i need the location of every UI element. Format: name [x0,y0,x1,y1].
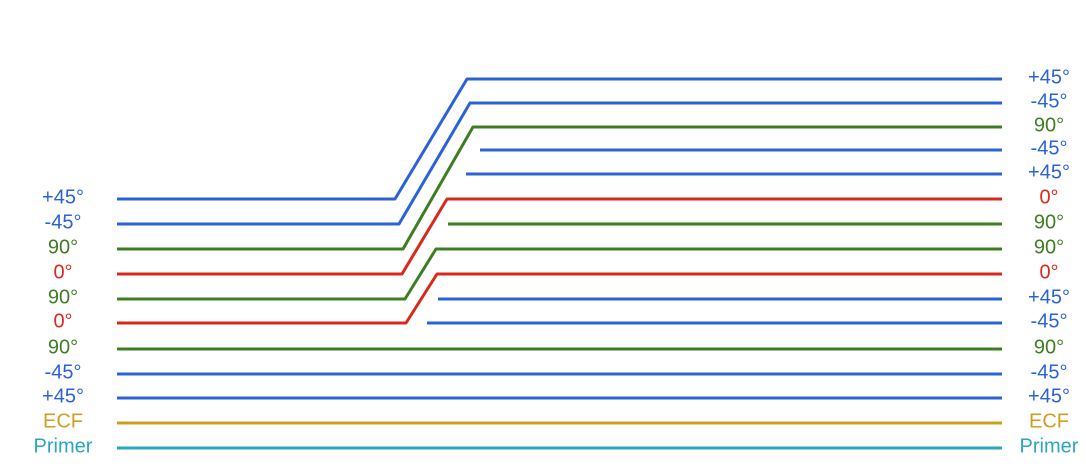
left-ply-label: +45° [42,385,84,408]
left-ply-label: Primer [33,435,93,458]
right-ply-label: +45° [1028,385,1070,408]
left-ply-label: 0° [53,310,73,333]
left-ply-label: +45° [42,186,84,209]
right-ply-label: Primer [1019,435,1079,458]
right-ply-label: ECF [1029,410,1069,433]
left-ply-label: 90° [47,286,79,309]
ply-line-minus45-ramped [117,101,1002,226]
ply-line-0-ramped [117,272,1002,325]
ply-line-90-ramped [117,247,1002,301]
right-ply-label: -45° [1030,361,1068,384]
left-ply-label: ECF [43,410,83,433]
left-ply-label: -45° [44,211,82,234]
right-ply-label: +45° [1028,286,1070,309]
right-ply-label: 90° [1033,114,1065,137]
ply-line-90-ramped [117,125,1002,251]
right-ply-label: 90° [1033,336,1065,359]
ply-line-plus45-ramped [117,77,1002,201]
ply-line-0-ramped [117,197,1002,276]
right-ply-label: 90° [1033,211,1065,234]
left-ply-label: -45° [44,361,82,384]
right-ply-label: -45° [1030,310,1068,333]
right-ply-label: -45° [1030,137,1068,160]
right-ply-label: 0° [1039,261,1059,284]
right-ply-label: 0° [1039,186,1059,209]
left-ply-label: 0° [53,261,73,284]
right-ply-label: +45° [1028,161,1070,184]
left-ply-label: 90° [47,336,79,359]
right-ply-label: -45° [1030,90,1068,113]
right-ply-label: +45° [1028,66,1070,89]
right-ply-label: 90° [1033,236,1065,259]
left-ply-label: 90° [47,236,79,259]
